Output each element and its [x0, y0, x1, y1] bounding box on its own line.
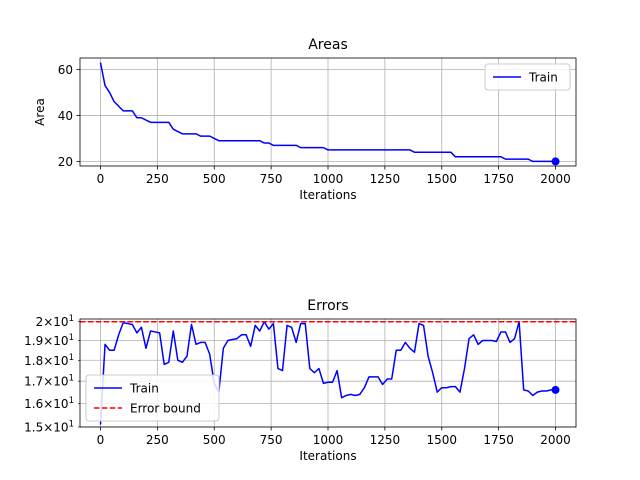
legend-box [484, 63, 571, 91]
y-tick-label: 1.9×101 [24, 333, 74, 348]
x-tick-label: 2000 [540, 433, 571, 447]
x-tick-label: 0 [97, 172, 105, 186]
end-point-marker [551, 385, 560, 394]
series-line-train [99, 320, 556, 425]
y-tick-base: 10 [53, 397, 68, 411]
y-tick-times: × [43, 334, 53, 348]
chart-title: Errors [307, 298, 348, 314]
x-tick-label: 500 [203, 172, 226, 186]
y-tick-exponent: 1 [69, 374, 74, 384]
chart-title: Areas [308, 37, 348, 53]
series-line-train [99, 62, 556, 163]
x-tick-label: 2000 [540, 172, 571, 186]
y-tick-base: 10 [53, 421, 68, 435]
y-tick-label: 40 [58, 109, 73, 123]
y-tick-mantissa: 1.8 [24, 354, 43, 368]
y-tick-exponent: 1 [69, 353, 74, 363]
x-tick-label: 250 [146, 172, 169, 186]
legend-label: Train [528, 71, 558, 85]
y-tick-base: 10 [53, 334, 68, 348]
y-tick-exponent: 1 [69, 396, 74, 406]
y-tick-times: × [43, 421, 53, 435]
x-axis-label: Iterations [299, 188, 356, 202]
x-tick-label: 1250 [370, 433, 401, 447]
x-tick-label: 1500 [426, 433, 457, 447]
x-tick-label: 1500 [426, 172, 457, 186]
y-tick-label: 2×101 [36, 314, 74, 329]
y-tick-mantissa: 1.6 [24, 397, 43, 411]
x-tick-label: 750 [260, 433, 283, 447]
y-tick-mantissa: 1.9 [24, 334, 43, 348]
end-point-marker [551, 157, 560, 166]
x-tick-label: 250 [146, 433, 169, 447]
legend: Train Error bound [85, 374, 220, 422]
x-tick-label: 0 [97, 433, 105, 447]
y-tick-exponent: 1 [69, 420, 74, 430]
y-tick-base: 10 [53, 375, 68, 389]
y-tick-times: × [43, 315, 53, 329]
y-tick-mantissa: 1.5 [24, 421, 43, 435]
y-tick-exponent: 1 [69, 314, 74, 324]
y-tick-times: × [43, 397, 53, 411]
x-tick-label: 500 [203, 433, 226, 447]
x-tick-label: 1000 [313, 433, 344, 447]
y-tick-exponent: 1 [69, 333, 74, 343]
y-tick-base: 10 [53, 315, 68, 329]
x-tick-label: 1000 [313, 172, 344, 186]
y-tick-label: 1.5×101 [24, 420, 74, 435]
legend-label: Train [129, 382, 159, 396]
areas-chart: Areas 0 250 500 750 1000 1250 1500 1750 2000 20 40 6… [33, 37, 577, 202]
y-tick-label: 1.7×101 [24, 374, 74, 389]
x-tick-label: 1750 [483, 172, 514, 186]
y-tick-label: 60 [58, 63, 73, 77]
legend-box [85, 374, 220, 422]
y-tick-mantissa: 2 [36, 315, 44, 329]
y-tick-label: 1.8×101 [24, 353, 74, 368]
y-tick-base: 10 [53, 354, 68, 368]
legend-label: Error bound [130, 402, 201, 416]
y-axis-label: Area [33, 98, 47, 126]
x-tick-label: 1250 [370, 172, 401, 186]
x-tick-label: 1750 [483, 433, 514, 447]
y-tick-times: × [43, 375, 53, 389]
y-tick-mantissa: 1.7 [24, 375, 43, 389]
x-axis-label: Iterations [299, 449, 356, 463]
x-tick-label: 750 [260, 172, 283, 186]
legend: Train [484, 63, 571, 91]
y-tick-label: 20 [58, 155, 73, 169]
y-tick-label: 1.6×101 [24, 396, 74, 411]
y-tick-times: × [43, 354, 53, 368]
